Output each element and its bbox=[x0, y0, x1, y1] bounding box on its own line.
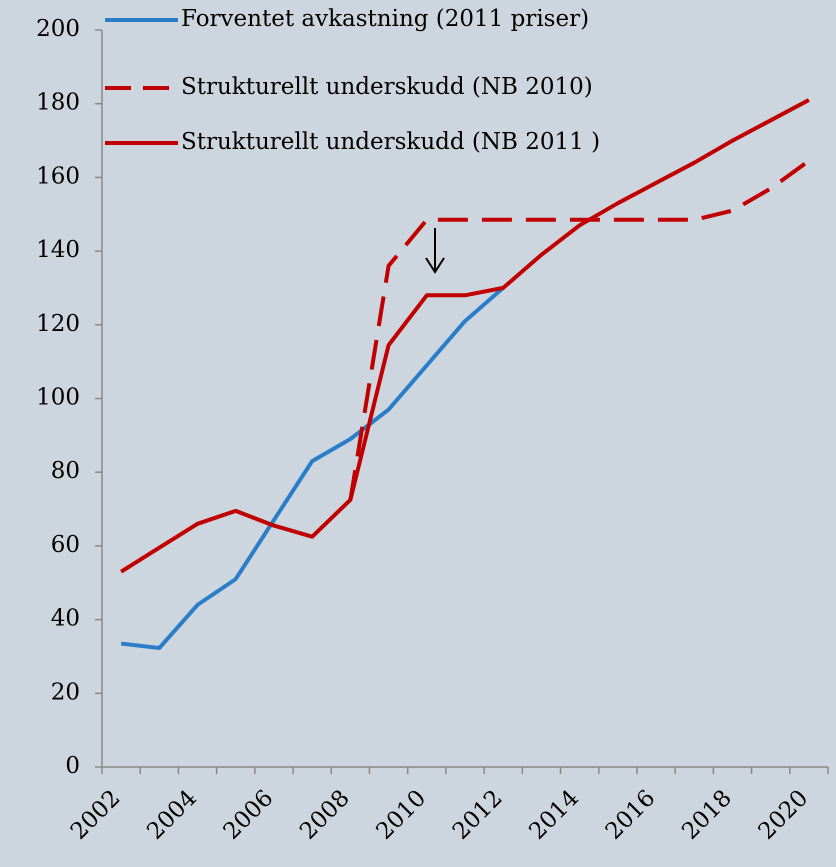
y-tick-label: 100 bbox=[36, 385, 80, 411]
series-line bbox=[120, 286, 505, 650]
y-tick-label: 80 bbox=[51, 458, 80, 484]
legend-label: Forventet avkastning (2011 priser) bbox=[181, 6, 589, 32]
y-tick-label: 0 bbox=[65, 753, 80, 779]
series-line bbox=[348, 159, 811, 501]
series-line bbox=[120, 98, 810, 574]
y-tick-label: 20 bbox=[51, 679, 80, 705]
y-tick-label: 200 bbox=[36, 16, 80, 42]
y-tick-label: 40 bbox=[51, 606, 80, 632]
y-tick-label: 160 bbox=[36, 163, 80, 189]
y-tick-label: 120 bbox=[36, 311, 80, 337]
legend-label: Strukturellt underskudd (NB 2010) bbox=[181, 74, 593, 100]
y-tick-label: 140 bbox=[36, 237, 80, 263]
legend-label: Strukturellt underskudd (NB 2011 ) bbox=[181, 129, 600, 155]
y-tick-label: 180 bbox=[36, 90, 80, 116]
y-tick-label: 60 bbox=[51, 532, 80, 558]
annotation-arrowhead bbox=[425, 257, 445, 274]
